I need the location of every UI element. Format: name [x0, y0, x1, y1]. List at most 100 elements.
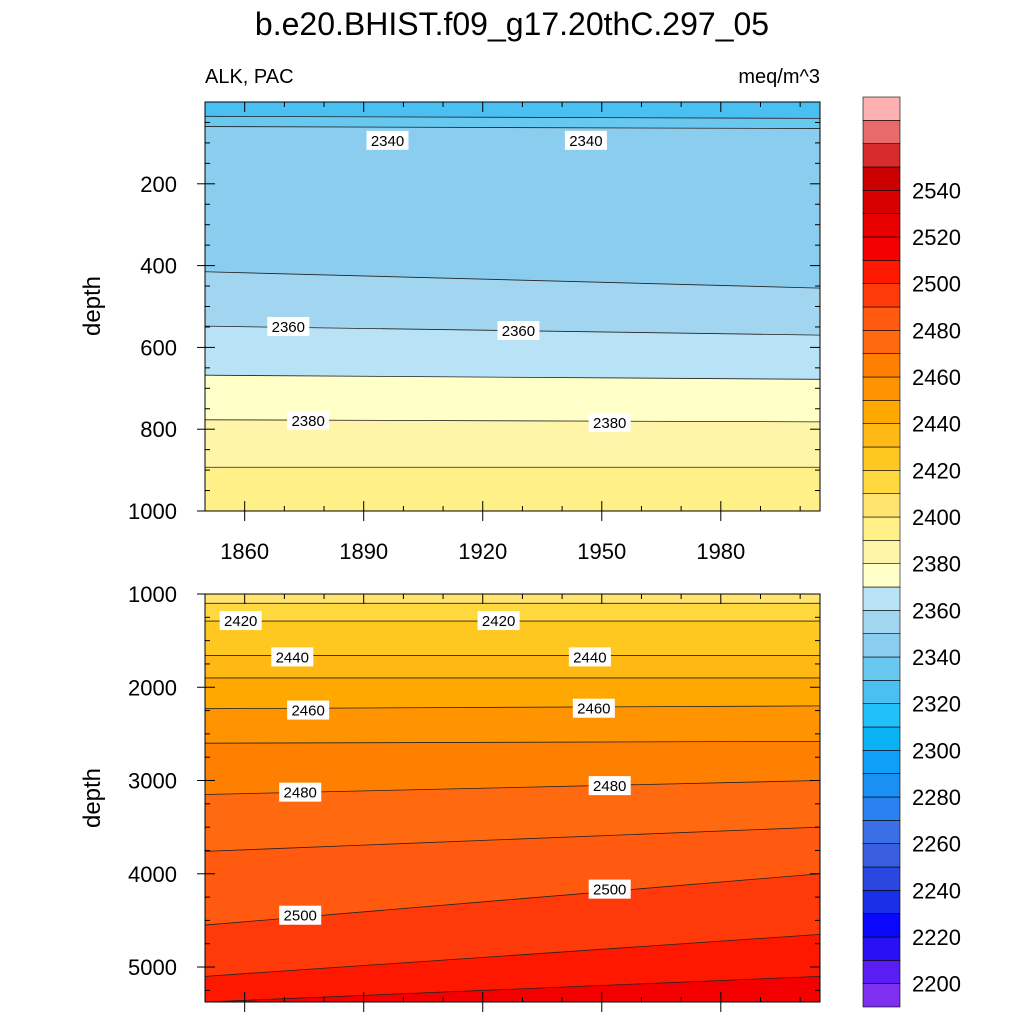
colorbar-swatch — [862, 610, 901, 634]
colorbar-swatch — [862, 96, 901, 121]
upper-band — [205, 467, 820, 511]
upper-contour-label: 2340 — [564, 130, 607, 150]
colorbar-tick-label: 2220 — [912, 925, 961, 950]
upper-title-right: meq/m^3 — [738, 66, 820, 88]
colorbar-swatch — [862, 820, 901, 844]
colorbar-swatch — [862, 773, 901, 798]
colorbar-swatch — [862, 260, 901, 284]
contour-label-text: 2360 — [502, 323, 535, 340]
contour-label-text: 2460 — [577, 701, 610, 718]
upper-contour-label: 2380 — [588, 413, 631, 433]
colorbar-swatch — [862, 960, 901, 984]
upper-contour-line — [204, 115, 821, 119]
colorbar-swatch — [862, 586, 901, 611]
colorbar-swatch — [862, 400, 901, 424]
lower-axes: 1000 2000 3000 4000 5000 — [128, 582, 820, 1012]
colorbar-swatch — [862, 913, 901, 938]
colorbar-tick-label: 2440 — [912, 412, 961, 437]
lower-contour-fills — [205, 594, 820, 1002]
colorbar-tick-label: 2400 — [912, 505, 961, 530]
lower-contour-label: 2440 — [271, 647, 314, 667]
lower-band — [205, 655, 820, 678]
lower-contour-line — [204, 933, 821, 977]
upper-band — [205, 126, 820, 289]
y-tick-label: 200 — [140, 172, 177, 197]
upper-axes: 1860 1890 1920 1950 1980 200 400 600 800 1000 — [128, 101, 820, 564]
upper-band — [205, 375, 820, 422]
lower-contour-label: 2460 — [287, 700, 330, 720]
lower-ylabel: depth — [79, 768, 106, 828]
colorbar-swatch — [862, 283, 901, 308]
colorbar-swatch — [862, 936, 901, 961]
colorbar-swatch — [862, 680, 901, 704]
lower-panel: 2420 2420 2440 2440 2460 2460 2480 2480 2500 2500… — [79, 582, 821, 1012]
lower-contour-line — [204, 826, 821, 852]
colorbar-swatch — [862, 446, 901, 471]
contour-label-text: 2380 — [593, 415, 626, 432]
lower-band — [205, 705, 820, 744]
x-tick-label: 1920 — [458, 539, 507, 564]
colorbar-tick-label: 2240 — [912, 878, 961, 903]
lower-contour-label: 2480 — [279, 782, 322, 802]
upper-contour-labels: 2340 2340 2360 2360 2380 2380 — [267, 130, 631, 433]
lower-contour-line — [204, 975, 821, 1003]
upper-contour-line — [204, 374, 821, 380]
colorbar-swatch — [862, 866, 901, 891]
colorbar-swatch — [862, 726, 901, 751]
colorbar-tick-label: 2200 — [912, 972, 961, 997]
contour-label-text: 2480 — [284, 785, 317, 802]
colorbar: 2200 2220 2240 2260 2280 2300 2320 2340 2360 2380… — [862, 96, 961, 1008]
colorbar-tick-label: 2480 — [912, 318, 961, 343]
colorbar-swatch — [862, 983, 901, 1008]
colorbar-tick-label: 2260 — [912, 832, 961, 857]
x-tick-label: 1980 — [696, 539, 745, 564]
contour-label-text: 2480 — [593, 778, 626, 795]
y-tick-label: 800 — [140, 417, 177, 442]
upper-band — [205, 271, 820, 336]
lower-contour-label: 2480 — [588, 776, 631, 796]
upper-contour-line — [204, 271, 821, 289]
lower-plot-frame — [204, 593, 821, 1003]
upper-contour-label: 2360 — [267, 316, 310, 336]
colorbar-swatch — [862, 563, 901, 588]
colorbar-swatch — [862, 540, 901, 564]
colorbar-tick-label: 2380 — [912, 552, 961, 577]
lower-contour-label: 2420 — [477, 611, 520, 631]
lower-band — [205, 594, 820, 604]
lower-band — [205, 621, 820, 656]
lower-band — [205, 873, 820, 977]
colorbar-swatch — [862, 750, 901, 774]
upper-band — [205, 419, 820, 468]
upper-band — [205, 102, 820, 119]
lower-band — [205, 741, 820, 795]
upper-title-left: ALK, PAC — [205, 66, 294, 88]
figure-title: b.e20.BHIST.f09_g17.20thC.297_05 — [255, 6, 769, 42]
colorbar-swatch — [862, 120, 901, 144]
colorbar-swatch — [862, 656, 901, 681]
x-tick-label: 1860 — [220, 539, 269, 564]
lower-band — [205, 827, 820, 926]
colorbar-swatch — [862, 166, 901, 191]
colorbar-swatch — [862, 306, 901, 331]
y-tick-label: 2000 — [128, 675, 177, 700]
lower-contour-label: 2440 — [568, 647, 611, 667]
lower-contour-label: 2500 — [588, 879, 631, 899]
colorbar-swatch — [862, 353, 901, 378]
upper-contour-line — [204, 126, 821, 129]
colorbar-tick-label: 2540 — [912, 178, 961, 203]
y-tick-label: 1000 — [128, 499, 177, 524]
y-tick-label: 600 — [140, 335, 177, 360]
colorbar-swatch — [862, 633, 901, 658]
colorbar-swatch — [862, 493, 901, 518]
colorbar-swatch — [862, 516, 901, 541]
colorbar-tick-label: 2300 — [912, 738, 961, 763]
colorbar-tick-label: 2280 — [912, 785, 961, 810]
colorbar-swatch — [862, 330, 901, 354]
contour-label-text: 2380 — [291, 413, 324, 430]
contour-label-text: 2500 — [593, 882, 626, 899]
colorbar-swatch — [862, 190, 901, 214]
contour-label-text: 2360 — [272, 319, 305, 336]
colorbar-swatch — [862, 143, 901, 168]
upper-contour-label: 2340 — [366, 130, 409, 150]
